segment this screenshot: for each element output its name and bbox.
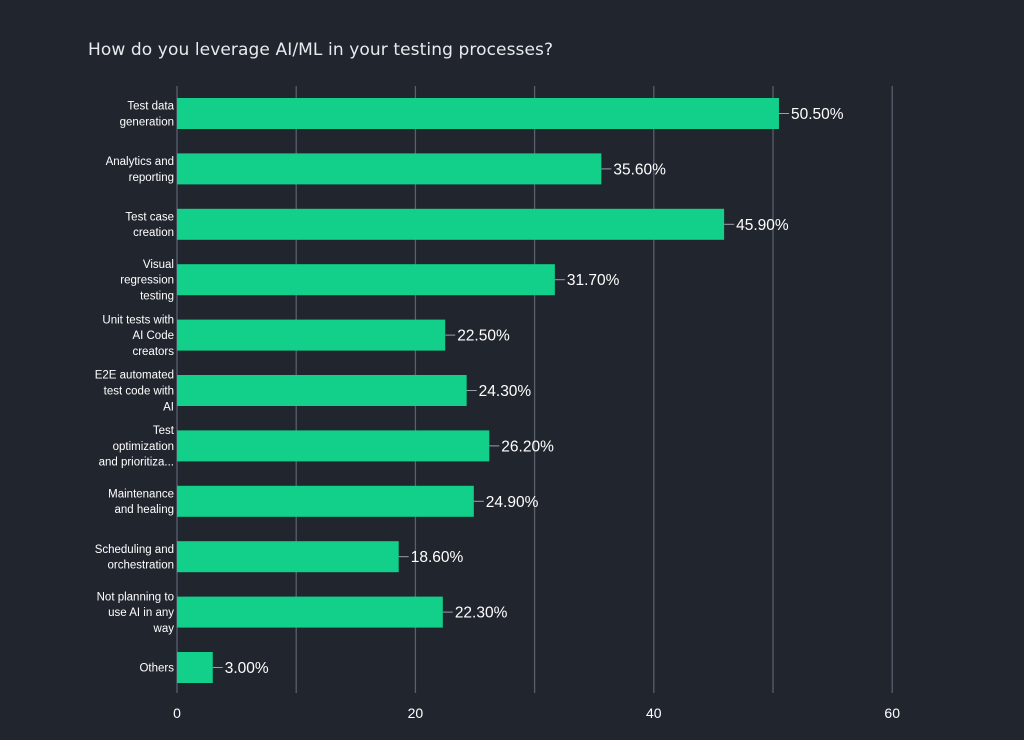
category-label: Unit tests with AI Code creators xyxy=(102,314,174,358)
category-label: Maintenance and healing xyxy=(108,488,174,516)
category-label: Test optimization and prioritiza... xyxy=(99,425,175,469)
data-label: 3.00% xyxy=(225,660,269,677)
bar xyxy=(177,264,555,296)
bar xyxy=(177,541,399,573)
data-label: 22.30% xyxy=(455,605,508,622)
category-label: Test data generation xyxy=(120,101,175,129)
category-label: Scheduling and orchestration xyxy=(95,544,174,572)
data-label: 24.90% xyxy=(486,494,539,511)
data-label: 18.60% xyxy=(411,549,464,566)
data-label: 45.90% xyxy=(736,217,789,234)
x-tick-label: 20 xyxy=(408,705,424,721)
bar xyxy=(177,208,725,240)
category-label: Test case creation xyxy=(125,211,174,239)
chart-title: How do you leverage AI/ML in your testin… xyxy=(88,40,554,60)
data-label: 22.50% xyxy=(457,328,510,345)
bar xyxy=(177,319,446,351)
x-tick-label: 0 xyxy=(173,705,181,721)
data-label: 31.70% xyxy=(567,272,620,289)
data-label: 26.20% xyxy=(501,438,554,455)
bar xyxy=(177,98,779,129)
bar xyxy=(177,596,443,628)
x-tick-label: 40 xyxy=(646,705,662,721)
bar xyxy=(177,153,602,185)
category-label: E2E automated test code with AI xyxy=(95,370,174,414)
data-label: 24.30% xyxy=(479,383,532,400)
category-label: Analytics and reporting xyxy=(106,156,174,184)
category-label: Not planning to use AI in any way xyxy=(97,591,175,635)
x-tick-label: 60 xyxy=(884,705,900,721)
bar xyxy=(177,485,474,517)
bar xyxy=(177,375,467,406)
bar xyxy=(177,652,213,683)
category-label: Others xyxy=(139,663,174,675)
data-label: 50.50% xyxy=(791,106,844,123)
bar xyxy=(177,430,490,462)
category-label: Visual regression testing xyxy=(120,259,174,303)
data-label: 35.60% xyxy=(613,161,666,178)
